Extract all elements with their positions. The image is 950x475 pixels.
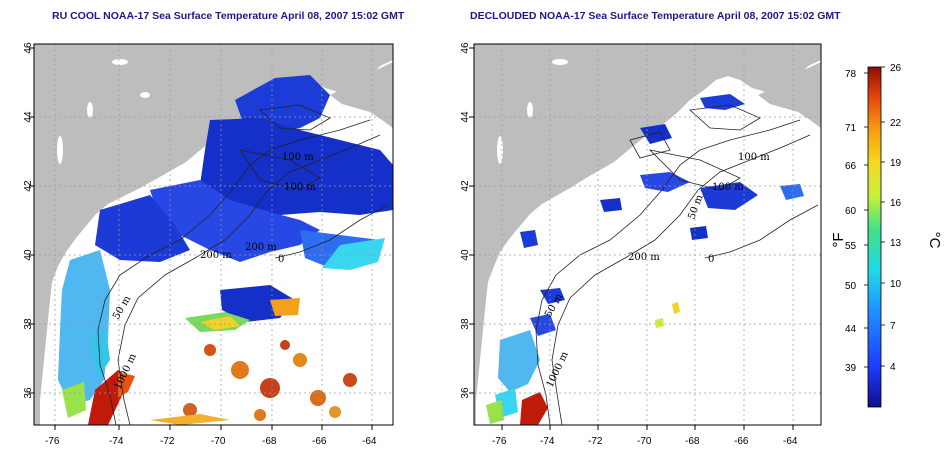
celsius-tick-label: 22 [890,118,902,129]
left-map-panel [34,44,393,425]
colorbar-gradient [867,66,882,408]
celsius-tick-label: 19 [890,158,902,169]
contour-label: 100 m [738,152,770,163]
sst-warm-patches [520,392,548,425]
fahrenheit-tick-label: 44 [845,324,857,335]
fahrenheit-tick-label: 50 [845,281,857,292]
left-x-axis: -76 -74 -72 -70 -68 -66 -64 [45,425,377,447]
land-nova-scotia [758,62,821,128]
left-grid [34,44,393,425]
x-tick-label: -72 [588,436,603,447]
fahrenheit-tick-label: 60 [845,206,857,217]
contour-label: 100 m [712,182,744,193]
left-panel-title: RU COOL NOAA-17 Sea Surface Temperature … [52,10,405,22]
x-tick-label: -68 [262,436,277,447]
y-tick-label: 46 [460,42,471,54]
fahrenheit-tick-label: 66 [845,161,857,172]
x-tick-label: -68 [685,436,700,447]
fahrenheit-tick-label: 71 [845,123,857,134]
fahrenheit-tick-label: 39 [845,363,857,374]
right-panel-title: DECLOUDED NOAA-17 Sea Surface Temperatur… [470,10,841,22]
celsius-tick-label: 4 [890,362,896,373]
y-tick-label: 42 [460,180,471,192]
x-tick-label: -76 [492,436,507,447]
x-tick-label: -64 [362,436,377,447]
contour-label: 200 m [200,250,232,261]
y-tick-label: 44 [23,111,34,123]
right-grid [474,44,821,425]
celsius-unit-label: °C [926,232,943,249]
y-tick-label: 40 [23,249,34,261]
land-mass [34,44,393,425]
x-tick-label: -66 [312,436,327,447]
sst-warm-patches [88,340,357,425]
x-tick-label: -70 [211,436,226,447]
y-tick-label: 46 [23,42,34,54]
celsius-ticks [881,66,885,367]
x-tick-label: -66 [734,436,749,447]
fahrenheit-ticks [864,72,868,368]
land-mass [474,44,821,425]
left-plot-frame [33,43,394,426]
y-tick-label: 36 [460,387,471,399]
y-tick-label: 44 [460,111,471,123]
fahrenheit-tick-label: 78 [845,69,857,80]
sst-mid-patches [486,302,680,424]
fahrenheit-unit-label: °F [830,232,847,247]
celsius-tick-label: 16 [890,198,902,209]
celsius-tick-label: 13 [890,238,902,249]
right-x-axis: -76 -74 -72 -70 -68 -66 -64 [492,425,798,447]
colorbar: 78 71 66 60 55 50 44 39 26 22 19 16 13 1… [830,63,943,408]
contour-label: 0 [708,254,714,265]
contour-label: 100 m [284,182,316,193]
y-tick-label: 42 [23,180,34,192]
x-tick-label: -70 [637,436,652,447]
celsius-tick-label: 26 [890,63,902,74]
y-tick-label: 38 [460,318,471,330]
celsius-tick-label: 7 [890,321,896,332]
left-y-axis: 36 38 40 42 44 46 [23,42,34,399]
bathymetry-contours [535,104,819,425]
contour-label: 200 m [628,252,660,263]
right-map-panel [474,44,821,425]
y-tick-label: 40 [460,249,471,261]
x-tick-label: -76 [45,436,60,447]
contour-label: 0 [278,254,284,265]
x-tick-label: -74 [109,436,124,447]
contour-label: 200 m [245,242,277,253]
x-tick-label: -64 [783,436,798,447]
y-tick-label: 36 [23,387,34,399]
sst-mid-patches [58,238,385,418]
celsius-tick-label: 10 [890,279,902,290]
contour-label: 100 m [282,152,314,163]
x-tick-label: -74 [540,436,555,447]
fahrenheit-tick-label: 55 [845,241,857,252]
land-nova-scotia [330,62,393,128]
y-tick-label: 38 [23,318,34,330]
x-tick-label: -72 [160,436,175,447]
right-y-axis: 36 38 40 42 44 46 [460,42,474,399]
